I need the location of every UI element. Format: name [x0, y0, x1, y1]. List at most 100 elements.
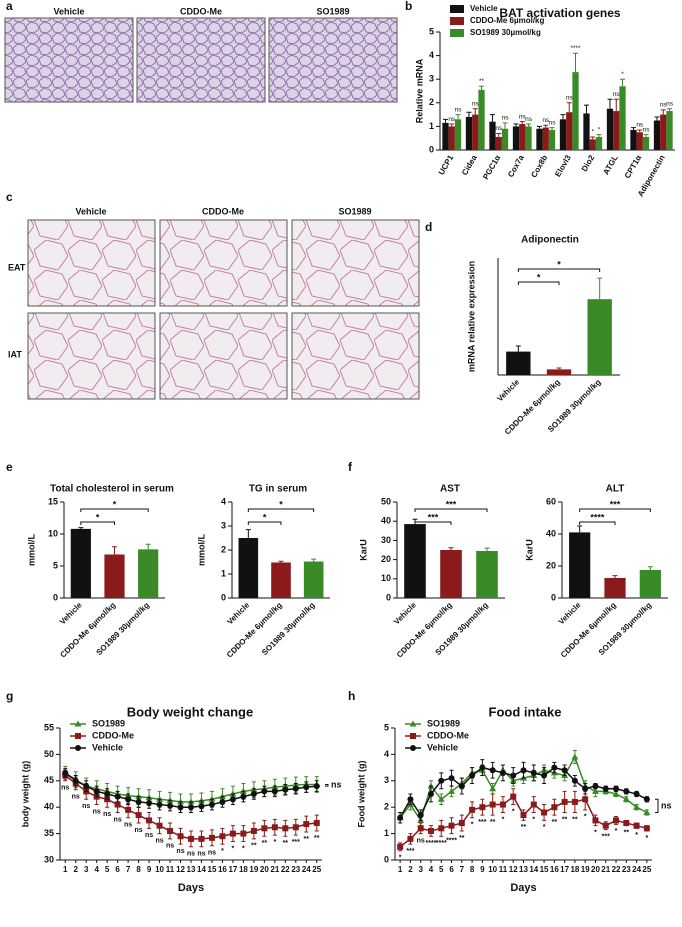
marker [623, 788, 630, 795]
x-tick-label: 12 [176, 865, 185, 874]
significance-label: * [279, 499, 283, 509]
error-bar [112, 546, 117, 555]
marker [530, 769, 537, 776]
bar [630, 129, 637, 150]
significance-label: ** [521, 824, 527, 831]
significance-label: ** [283, 840, 289, 847]
marker [438, 825, 445, 832]
significance-label: ns [643, 126, 651, 133]
bar [583, 113, 590, 150]
bar [566, 112, 573, 150]
significance-label: ** [490, 819, 496, 826]
significance-label: * [621, 71, 624, 78]
marker [479, 804, 486, 811]
y-tick-label: 10 [48, 528, 58, 538]
error-bar [311, 558, 317, 562]
micrograph [4, 17, 134, 103]
marker [409, 720, 417, 727]
error-bar [449, 123, 455, 127]
marker [541, 809, 548, 816]
significance-label: * [502, 816, 505, 823]
marker [448, 775, 455, 782]
bar [542, 127, 549, 150]
bar [548, 129, 556, 150]
legend-label: CDDO-Me [427, 730, 469, 740]
significance-label: ** [552, 819, 558, 826]
significance-label: ns [417, 837, 425, 844]
error-bar [502, 122, 508, 129]
marker [313, 820, 320, 827]
significance-label: ** [572, 816, 578, 823]
marker [448, 787, 456, 794]
x-tick-label: CDDO-Me 6µmol/kg [225, 600, 284, 659]
marker [125, 796, 132, 803]
micrograph [291, 312, 420, 400]
error-bar [607, 98, 613, 109]
significance-label: ns [124, 822, 132, 829]
x-tick-label: Vehicle [225, 600, 251, 626]
marker [530, 801, 537, 808]
significance-label: * [221, 848, 224, 855]
marker [613, 817, 620, 824]
marker [643, 825, 650, 832]
significance-label: **** [590, 512, 605, 522]
significance-label: ns [208, 850, 216, 857]
significance-label: **** [446, 837, 457, 844]
significance-label: ns [103, 811, 111, 818]
x-tick-label: Vehicle [557, 600, 583, 626]
significance-label: * [273, 839, 276, 846]
marker [602, 822, 609, 829]
panel-letters: a b c d e f g h [6, 0, 432, 703]
bar [506, 351, 531, 375]
error-bar [643, 134, 649, 138]
column-label: Vehicle [53, 6, 84, 16]
marker [282, 786, 289, 793]
y-tick-label: 60 [546, 496, 556, 506]
marker [417, 825, 424, 832]
marker [612, 790, 620, 797]
bar [489, 121, 496, 150]
panel-letter: b [405, 0, 412, 13]
column-label: SO1989 [316, 6, 349, 16]
marker [489, 801, 496, 808]
micrograph [159, 312, 288, 400]
micrograph [268, 17, 398, 103]
significance-label: ns [636, 122, 644, 129]
y-tick-label: 0 [386, 592, 391, 602]
x-tick-label: Elovl3 [553, 153, 573, 178]
marker [188, 804, 194, 811]
error-bar [596, 134, 602, 138]
bar [606, 108, 614, 150]
significance-label: ** [459, 835, 465, 842]
marker [177, 833, 184, 840]
significance-label: ns [155, 837, 163, 844]
marker [510, 793, 517, 800]
marker [72, 777, 79, 784]
y-tick-label: 30 [381, 535, 391, 545]
error-bar [630, 127, 636, 130]
marker [520, 812, 527, 819]
y-tick-label: 0 [221, 592, 226, 602]
y-tick-label: 10 [381, 573, 391, 583]
y-tick-label: 15 [48, 496, 58, 506]
error-bar [442, 118, 448, 123]
error-bar [526, 123, 532, 127]
significance-bracket [80, 521, 115, 525]
x-tick-label: 13 [519, 865, 528, 874]
legend-label: Vehicle [427, 742, 458, 752]
y-tick-label: 0 [429, 144, 434, 154]
x-tick-label: 22 [281, 865, 290, 874]
significance-bracket [414, 508, 488, 512]
x-tick-label: 7 [126, 865, 131, 874]
error-bar [560, 114, 566, 120]
error-bar [543, 124, 549, 128]
y-tick-label: 20 [546, 560, 556, 570]
significance-label: ** [624, 830, 630, 837]
x-tick-label: Cox8b [529, 153, 549, 179]
x-tick-label: 1 [398, 865, 403, 874]
x-tick-label: 2 [73, 865, 78, 874]
significance-label: ** [304, 836, 310, 843]
marker [83, 783, 90, 790]
panel-letter: g [6, 689, 13, 703]
